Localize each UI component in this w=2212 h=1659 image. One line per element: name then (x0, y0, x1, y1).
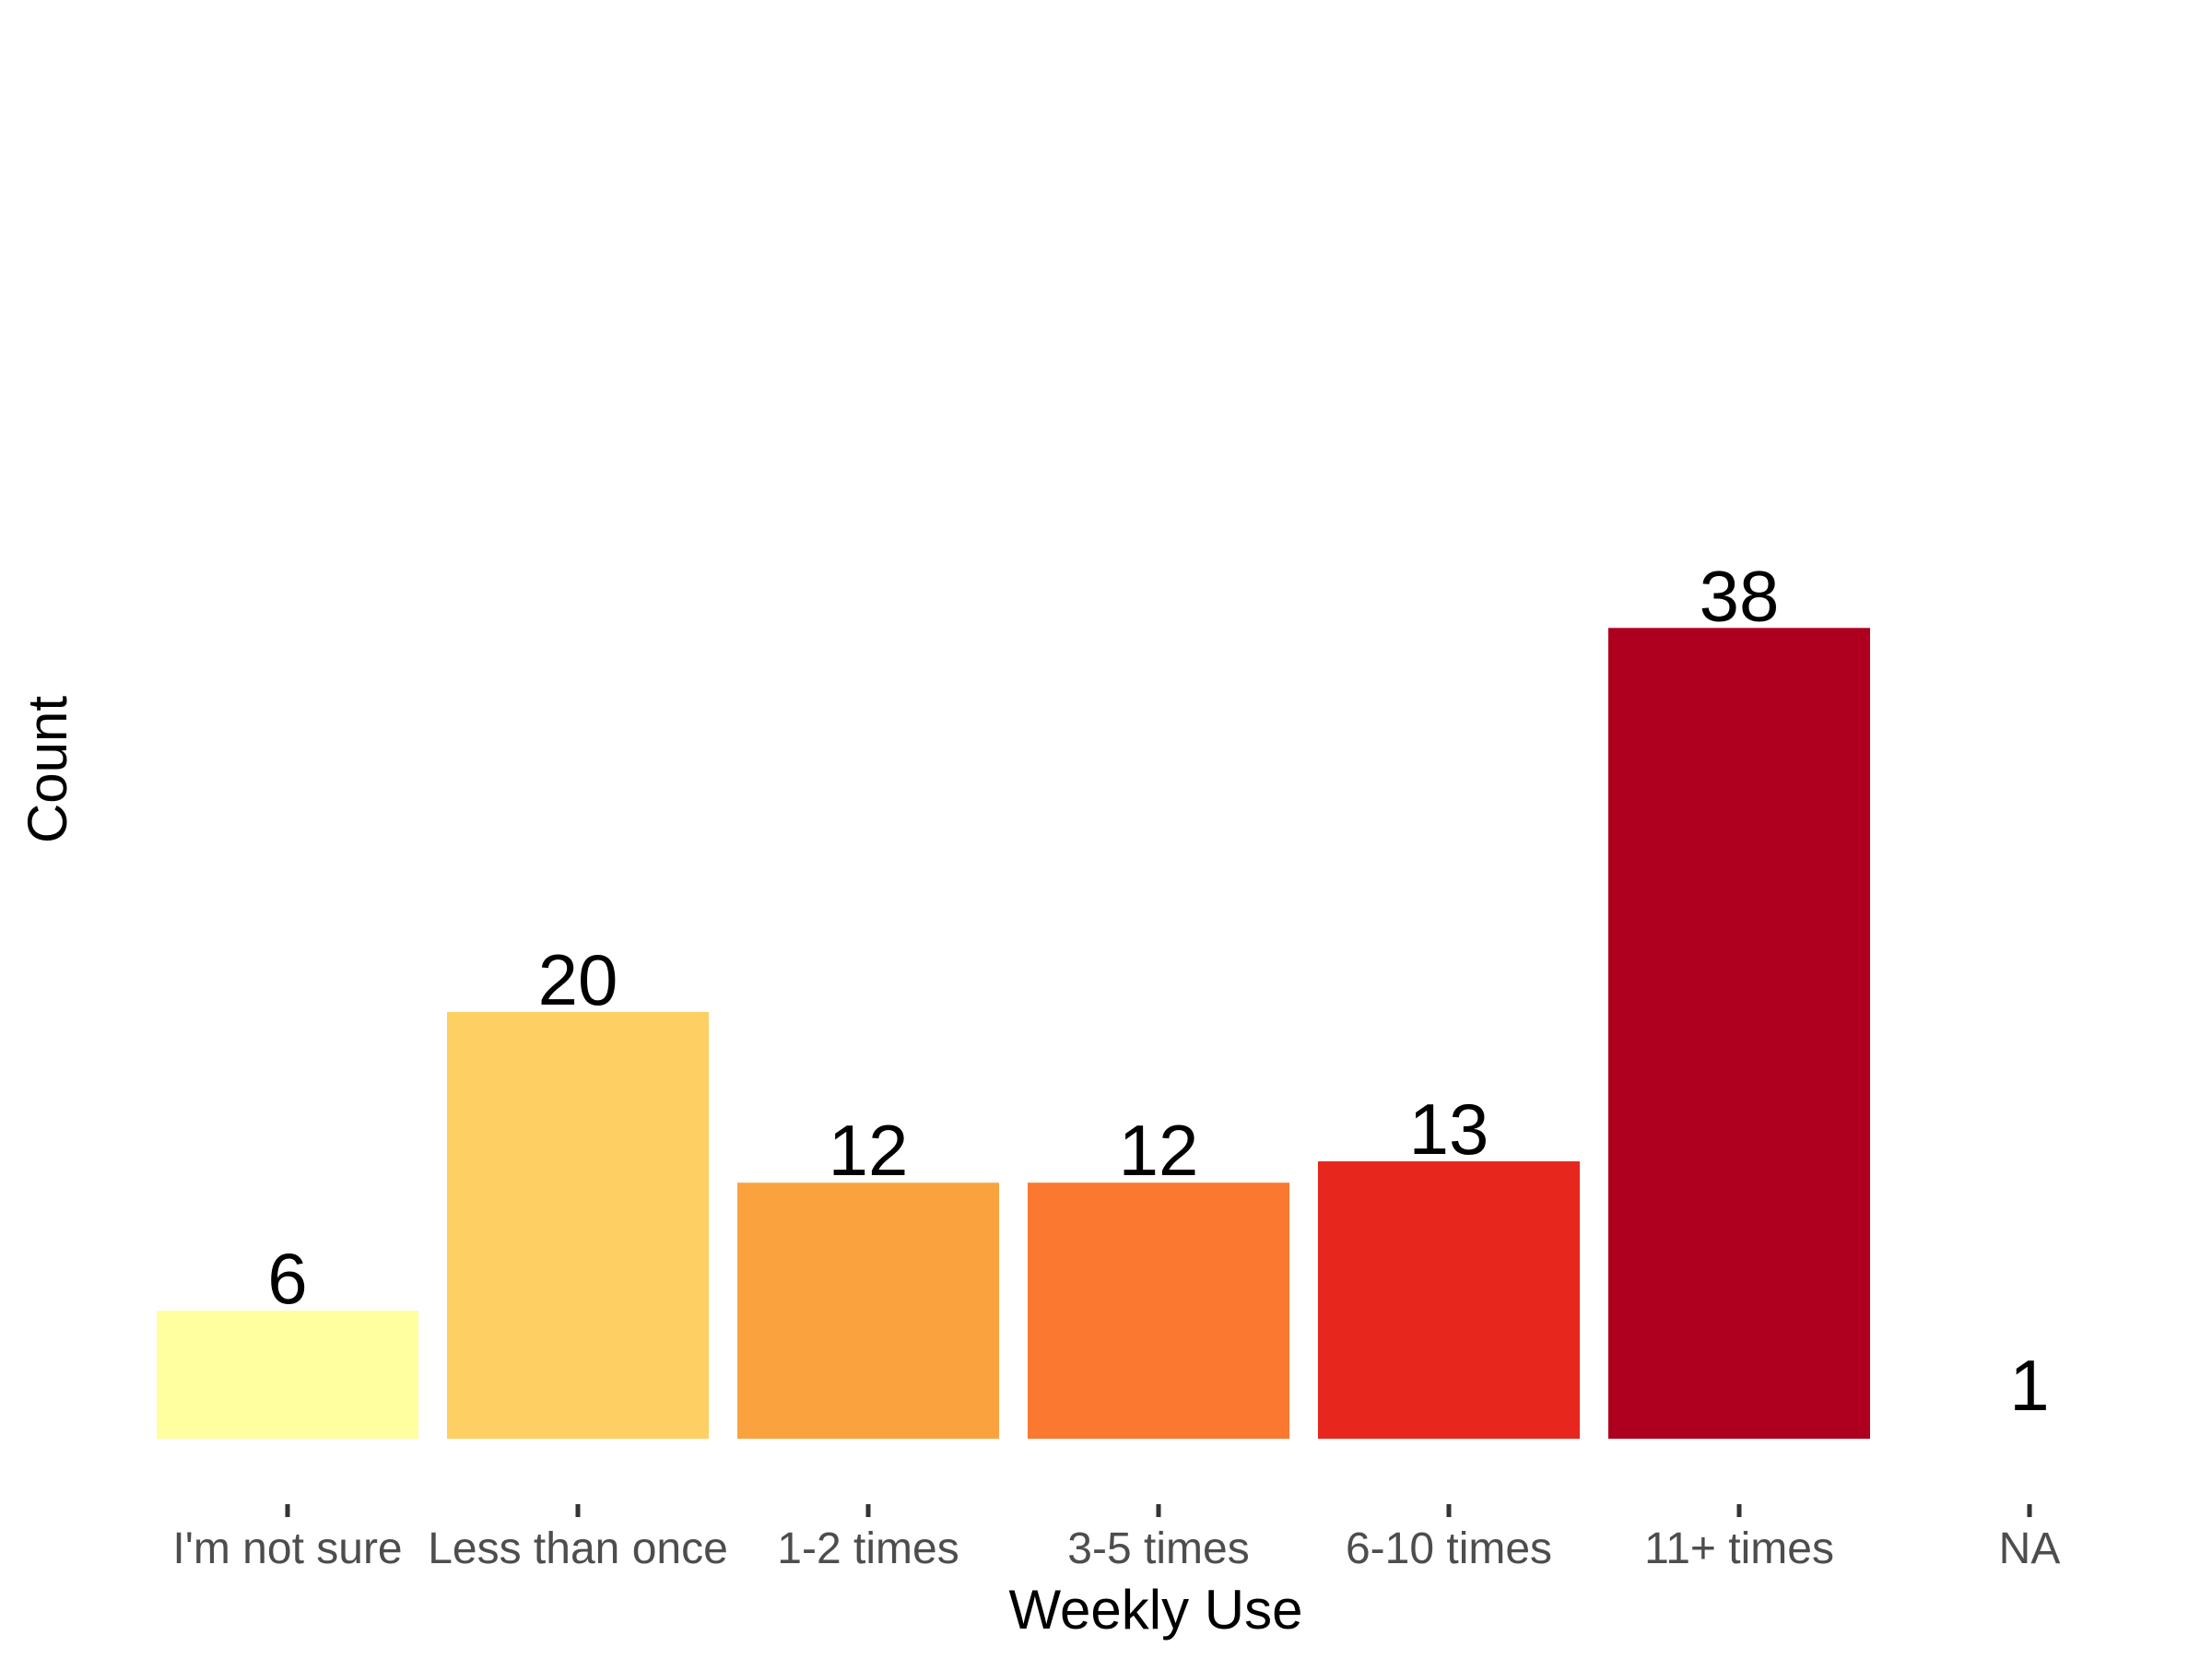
bar-5 (1608, 628, 1870, 1439)
x-axis-title: Weekly Use (1009, 1579, 1303, 1641)
y-axis-title: Count (17, 696, 78, 843)
value-label-5: 38 (1700, 555, 1780, 636)
value-label-2: 12 (829, 1110, 909, 1191)
value-label-4: 13 (1409, 1088, 1489, 1170)
bar-3 (1028, 1182, 1289, 1439)
value-label-6: 1 (2009, 1345, 2049, 1426)
value-label-1: 20 (538, 939, 618, 1020)
bar-1 (447, 1012, 709, 1439)
bar-0 (157, 1311, 418, 1439)
bar-4 (1318, 1161, 1580, 1439)
x-tick-label-3: 3-5 times (1067, 1524, 1249, 1573)
x-tick-label-6: NA (1999, 1524, 2061, 1573)
bar-6 (1899, 1417, 2160, 1439)
x-tick-label-4: 6-10 times (1346, 1524, 1552, 1573)
bars-layer (157, 628, 2160, 1439)
x-axis-tick-labels: I'm not sure Less than once 1-2 times 3-5 t… (172, 1524, 2060, 1573)
x-tick-label-2: 1-2 times (777, 1524, 959, 1573)
x-tick-label-0: I'm not sure (172, 1524, 402, 1573)
bar-2 (737, 1182, 999, 1439)
value-label-3: 12 (1119, 1110, 1199, 1191)
x-tick-label-1: Less than once (428, 1524, 728, 1573)
x-axis-ticks (285, 1504, 2032, 1517)
value-label-0: 6 (267, 1238, 307, 1319)
value-labels-layer: 6 20 12 12 13 38 1 (267, 555, 2049, 1426)
x-tick-label-5: 11+ times (1644, 1524, 1834, 1573)
